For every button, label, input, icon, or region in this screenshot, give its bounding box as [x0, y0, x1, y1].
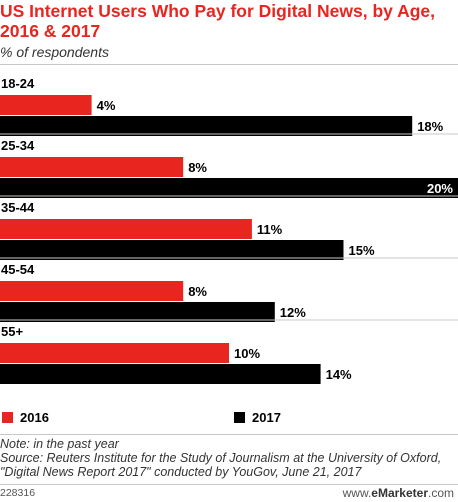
bar-2017-35-44 — [0, 240, 344, 260]
bar-2016-55+ — [0, 343, 229, 363]
site-prefix: www. — [342, 486, 372, 500]
site-brand: eMarketer — [371, 486, 428, 500]
data-label-2016-45-54: 8% — [188, 284, 207, 299]
bar-2016-35-44 — [0, 219, 252, 239]
category-label: 45-54 — [1, 262, 35, 277]
bar-2017-25-34 — [0, 178, 458, 198]
site-suffix: .com — [427, 486, 454, 500]
chart-subtitle: % of respondents — [0, 44, 109, 60]
bar-chart: 18-24 4% 18% 25-34 8% 20% 35-44 11% 15% 45-54 8% 12… — [0, 76, 458, 384]
data-label-2016-25-34: 8% — [188, 160, 207, 175]
category-label: 35-44 — [1, 200, 35, 215]
legend-label-2017: 2017 — [252, 410, 281, 425]
category-label: 18-24 — [1, 76, 35, 91]
source-text: Source: Reuters Institute for the Study … — [0, 451, 442, 479]
data-label-2016-55+: 10% — [234, 346, 260, 361]
bar-2017-45-54 — [0, 302, 275, 322]
site-credit: www.eMarketer.com — [343, 486, 454, 500]
data-label-2017-25-34: 20% — [427, 181, 453, 196]
data-label-2017-35-44: 15% — [349, 243, 375, 258]
note-text: Note: in the past year — [0, 437, 119, 451]
top-divider — [0, 64, 458, 65]
category-label: 55+ — [1, 324, 23, 339]
bar-2016-25-34 — [0, 157, 184, 177]
legend-swatch-2016 — [2, 412, 13, 423]
legend-item-2017: 2017 — [234, 410, 281, 425]
data-label-2017-45-54: 12% — [280, 305, 306, 320]
bar-2016-18-24 — [0, 95, 92, 115]
bar-2016-45-54 — [0, 281, 184, 301]
chart-title: US Internet Users Who Pay for Digital Ne… — [0, 1, 435, 41]
footer-divider — [0, 484, 458, 485]
bar-2017-55+ — [0, 364, 321, 384]
data-label-2016-35-44: 11% — [257, 222, 283, 237]
chart-notes: Note: in the past year Source: Reuters I… — [0, 437, 455, 479]
legend-swatch-2017 — [234, 412, 245, 423]
legend-item-2016: 2016 — [2, 410, 49, 425]
chart-id: 228316 — [0, 487, 36, 499]
category-label: 25-34 — [1, 138, 35, 153]
data-label-2017-18-24: 18% — [417, 119, 443, 134]
bar-2017-18-24 — [0, 116, 413, 136]
data-label-2016-18-24: 4% — [97, 98, 116, 113]
legend-label-2016: 2016 — [20, 410, 49, 425]
data-label-2017-55+: 14% — [326, 367, 352, 382]
notes-divider — [0, 434, 458, 435]
